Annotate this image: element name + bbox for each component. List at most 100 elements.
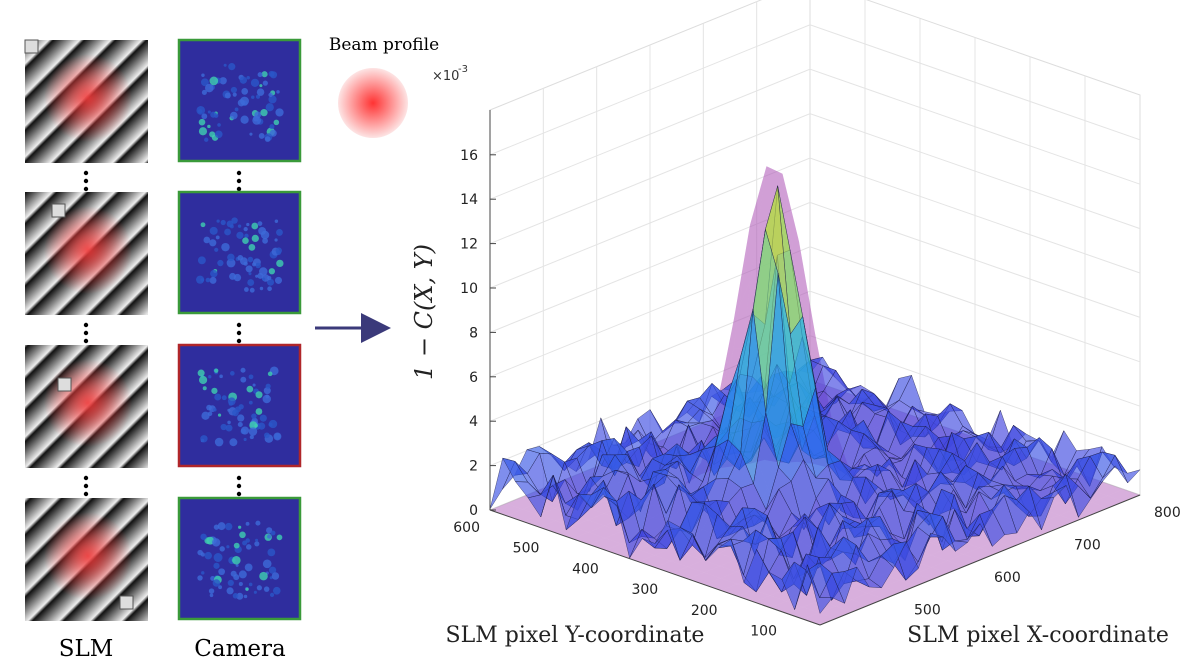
speckle bbox=[276, 90, 280, 94]
speckle bbox=[254, 423, 258, 428]
fit-surface bbox=[782, 173, 815, 334]
speckle bbox=[219, 374, 223, 379]
slm-pixel bbox=[24, 39, 39, 54]
speckle bbox=[215, 235, 220, 240]
surface-plot: 0 2 4 6 8 10 12 14 16 600 500 400 300 200 100 500 600 700… bbox=[453, 0, 1181, 640]
speckle bbox=[276, 259, 284, 268]
speckle bbox=[235, 563, 239, 567]
fit-surface bbox=[588, 513, 621, 526]
dot bbox=[83, 170, 89, 176]
speckle bbox=[257, 272, 264, 279]
dot bbox=[236, 338, 242, 344]
speckle bbox=[251, 234, 259, 243]
speckle bbox=[201, 113, 208, 120]
speckle bbox=[245, 538, 250, 543]
fit-surface bbox=[704, 565, 737, 579]
speckle bbox=[237, 224, 242, 228]
speckle bbox=[204, 551, 213, 560]
dot bbox=[236, 475, 242, 481]
speckle bbox=[259, 84, 263, 88]
z-tick-label: 16 bbox=[460, 148, 478, 164]
speckle bbox=[267, 548, 276, 557]
dot bbox=[236, 170, 242, 176]
speckle bbox=[224, 522, 233, 531]
speckle bbox=[268, 422, 273, 427]
speckle bbox=[220, 219, 226, 226]
speckle bbox=[245, 265, 253, 273]
speckle bbox=[207, 110, 211, 114]
speckle bbox=[212, 579, 221, 587]
x-tick-label: 500 bbox=[914, 603, 941, 619]
speckle bbox=[209, 76, 219, 86]
speckle bbox=[197, 369, 205, 377]
speckle bbox=[214, 247, 219, 252]
speckle bbox=[233, 574, 240, 581]
speckle bbox=[233, 542, 240, 549]
z-tick-label: 6 bbox=[469, 370, 478, 386]
fit-surface bbox=[734, 166, 767, 319]
speckle bbox=[218, 585, 223, 590]
speckle bbox=[255, 262, 261, 269]
y-tick-label: 200 bbox=[691, 603, 718, 619]
x-axis-label: SLM pixel X-coordinate bbox=[907, 623, 1169, 648]
speckle bbox=[206, 404, 212, 411]
fit-surface bbox=[931, 560, 964, 573]
y-tick-label: 400 bbox=[572, 561, 599, 577]
speckle bbox=[245, 521, 250, 526]
speckle bbox=[263, 586, 270, 592]
speckle bbox=[203, 236, 211, 244]
speckle bbox=[265, 383, 271, 389]
speckle bbox=[200, 533, 207, 540]
z-tick-label: 10 bbox=[460, 281, 478, 297]
speckle bbox=[200, 435, 208, 443]
speckle bbox=[229, 371, 235, 376]
slm-pixel bbox=[119, 595, 134, 610]
speckle bbox=[246, 76, 250, 80]
speckle bbox=[209, 593, 214, 598]
fit-surface bbox=[1043, 503, 1076, 516]
speckle bbox=[248, 400, 253, 405]
speckle bbox=[252, 262, 257, 267]
speckle bbox=[213, 524, 220, 530]
speckle bbox=[210, 269, 218, 278]
speckle bbox=[267, 534, 272, 539]
speckle bbox=[271, 572, 280, 580]
dot bbox=[83, 178, 89, 184]
speckle bbox=[209, 131, 216, 138]
speckle bbox=[232, 555, 241, 565]
speckle bbox=[201, 571, 205, 575]
speckle bbox=[246, 222, 250, 227]
dot bbox=[236, 186, 242, 192]
speckle bbox=[237, 421, 243, 428]
speckle bbox=[238, 570, 247, 579]
speckle bbox=[246, 385, 254, 393]
speckle bbox=[248, 427, 258, 436]
fit-surface bbox=[687, 560, 720, 573]
speckle bbox=[242, 237, 249, 245]
z-axis-label: 1 − C(X, Y) bbox=[410, 244, 438, 380]
speckle bbox=[272, 586, 281, 595]
speckle bbox=[201, 89, 207, 95]
speckle bbox=[209, 239, 217, 247]
dot bbox=[83, 483, 89, 489]
speckle bbox=[232, 593, 239, 599]
fit-surface bbox=[671, 554, 704, 567]
speckle bbox=[257, 221, 263, 226]
speckle bbox=[202, 386, 207, 391]
speckle bbox=[259, 286, 264, 291]
speckle bbox=[269, 592, 275, 598]
fit-surface bbox=[733, 225, 766, 349]
speckle bbox=[258, 132, 265, 139]
speckle bbox=[233, 273, 242, 282]
speckle bbox=[228, 63, 236, 71]
x-tick-label: 800 bbox=[1154, 505, 1181, 521]
exponent: -3 bbox=[458, 64, 468, 75]
speckle bbox=[212, 538, 221, 547]
speckle bbox=[227, 579, 234, 587]
speckle bbox=[244, 233, 249, 238]
speckle bbox=[251, 413, 257, 419]
speckle bbox=[276, 228, 283, 236]
speckle bbox=[268, 566, 277, 574]
speckle bbox=[268, 268, 276, 275]
